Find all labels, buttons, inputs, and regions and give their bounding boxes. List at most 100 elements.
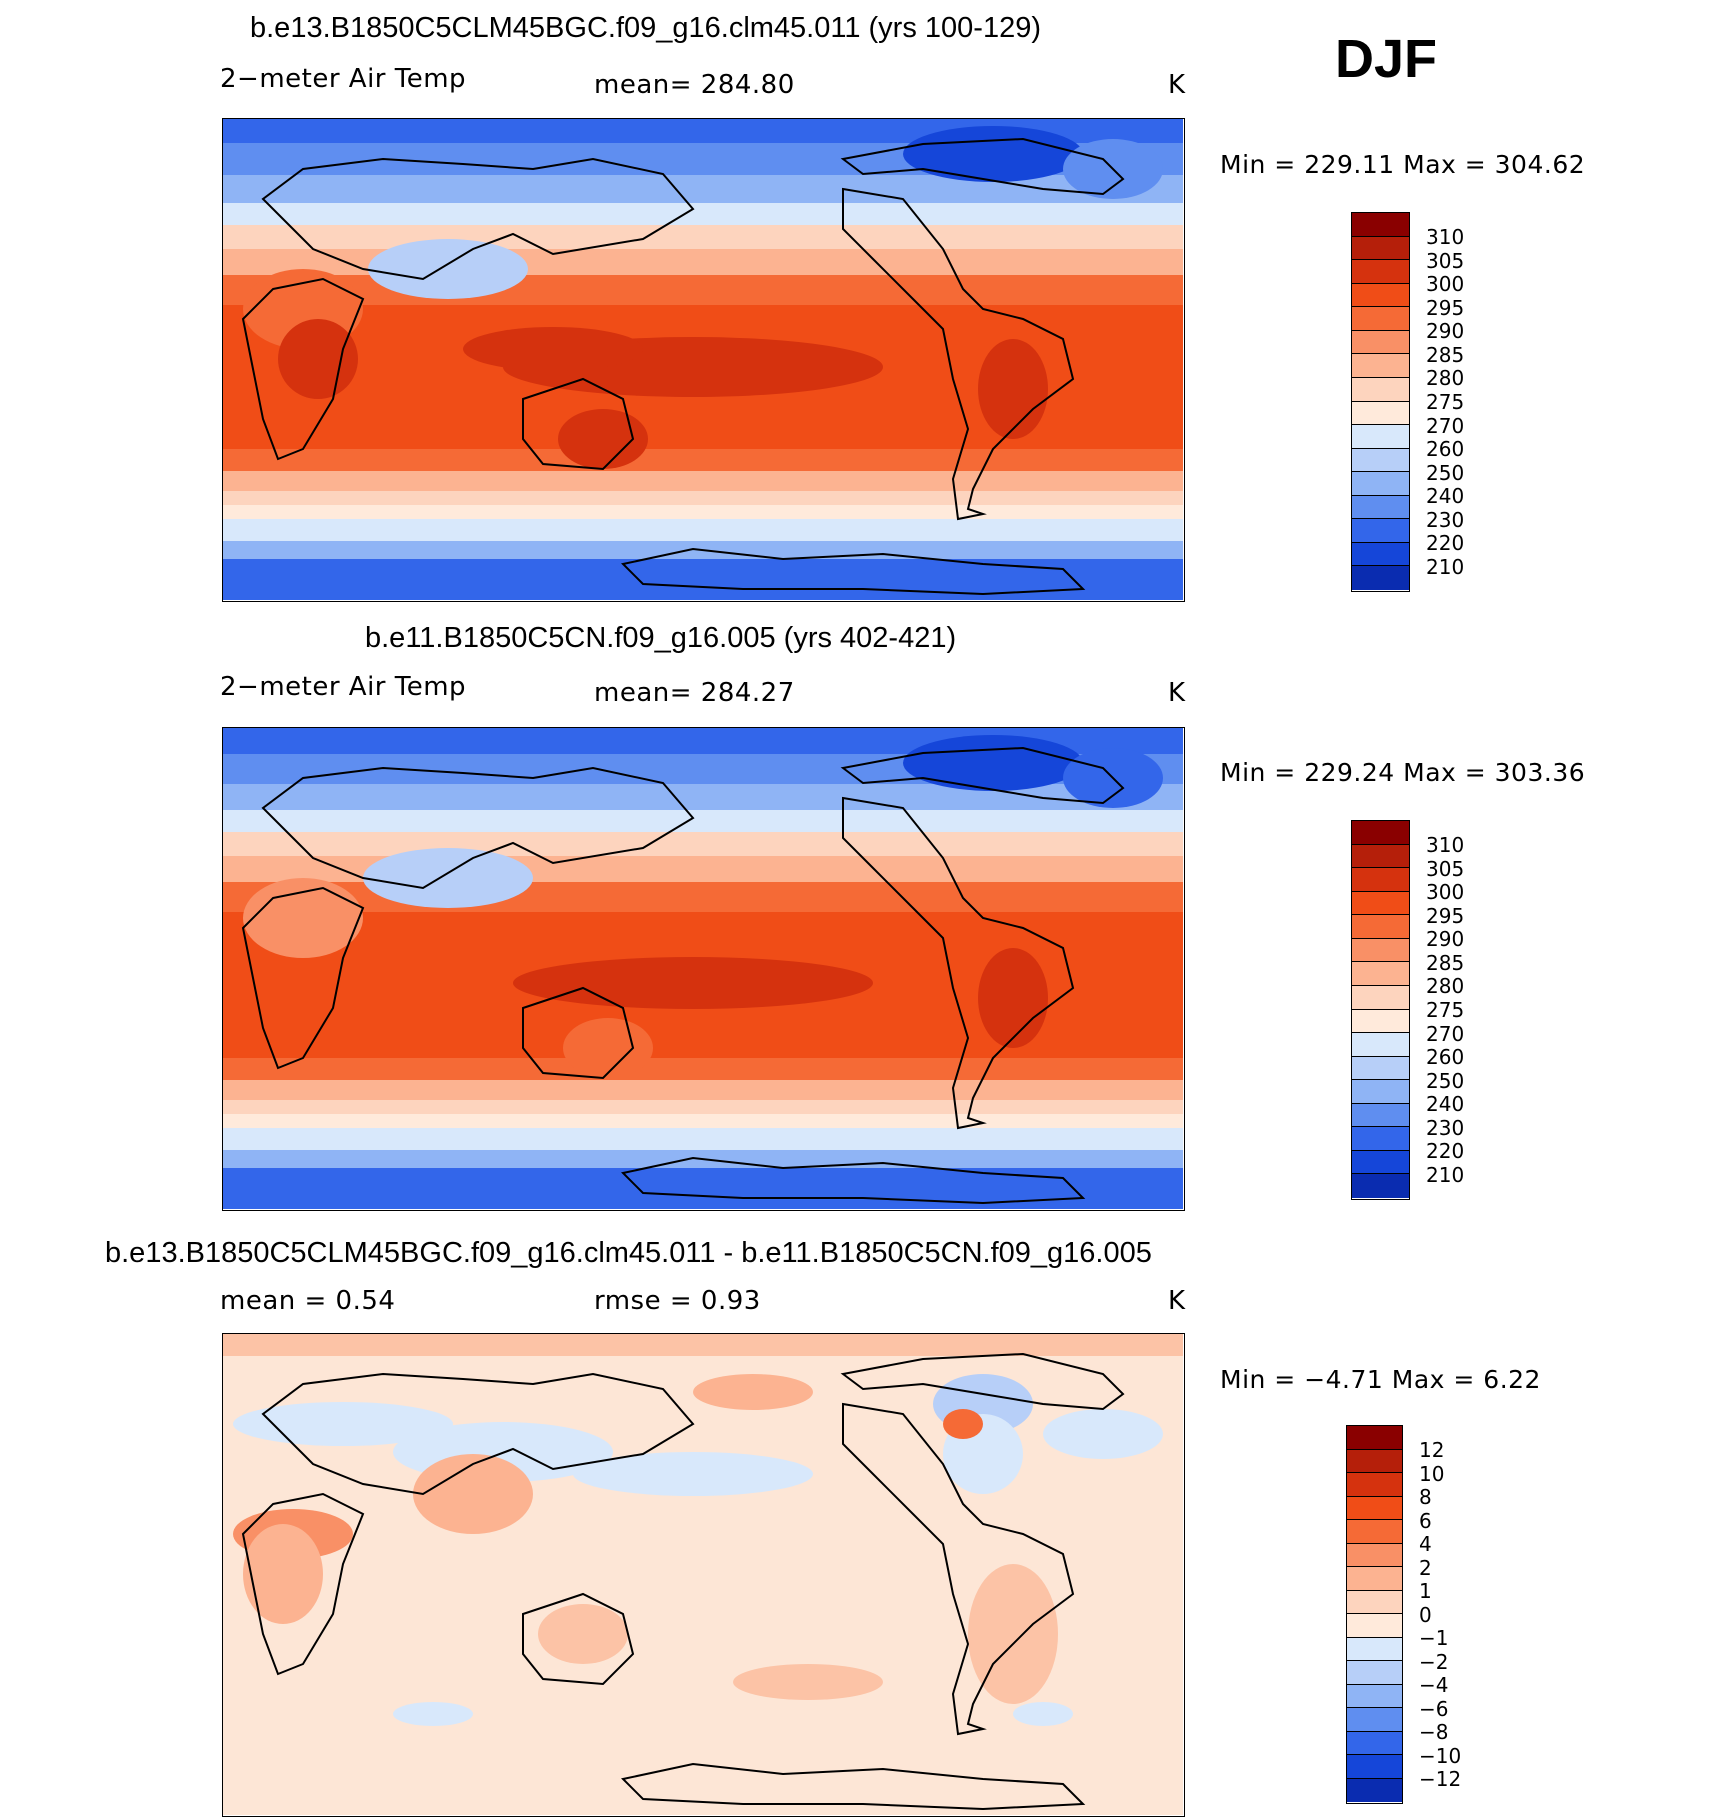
colorbar-tick-label: −12	[1419, 1767, 1462, 1791]
colorbar-swatch	[1347, 1755, 1402, 1779]
colorbar-swatch	[1347, 1496, 1402, 1520]
colorbar-tick-label: 2	[1419, 1555, 1432, 1580]
colorbar-tick-label: 230	[1426, 507, 1465, 532]
panel2-mean: mean= 284.27	[594, 678, 795, 708]
colorbar-swatch	[1352, 1150, 1409, 1175]
colorbar-swatch	[1352, 891, 1409, 916]
panel2-variable: 2−meter Air Temp	[220, 672, 467, 702]
colorbar-swatch	[1347, 1778, 1402, 1802]
colorbar-tick-label: 300	[1426, 272, 1465, 297]
panel2-units: K	[1168, 678, 1186, 708]
colorbar-swatch	[1352, 566, 1409, 590]
colorbar-tick-label: 280	[1426, 974, 1465, 999]
colorbar-swatch	[1352, 1174, 1409, 1198]
colorbar-tick-label: 290	[1426, 319, 1465, 344]
colorbar-swatch	[1347, 1543, 1402, 1567]
colorbar-tick-label: 0	[1419, 1602, 1432, 1627]
colorbar-swatch	[1347, 1731, 1402, 1755]
colorbar-tick-label: 10	[1419, 1461, 1445, 1486]
panel1-map-svg	[223, 119, 1183, 600]
panel3-colorbar	[1346, 1425, 1403, 1804]
colorbar-swatch	[1352, 542, 1409, 567]
colorbar-tick-label: 12	[1419, 1438, 1445, 1462]
colorbar-swatch	[1347, 1684, 1402, 1708]
colorbar-tick-label: 305	[1426, 248, 1465, 273]
panel3-title: b.e13.B1850C5CLM45BGC.f09_g16.clm45.011 …	[105, 1237, 1152, 1269]
colorbar-tick-label: 250	[1426, 460, 1465, 485]
colorbar-tick-label: 260	[1426, 1045, 1465, 1070]
colorbar-swatch	[1347, 1637, 1402, 1661]
panel1-map	[222, 118, 1185, 602]
colorbar-swatch	[1347, 1426, 1402, 1450]
panel3-rmse: rmse = 0.93	[594, 1286, 761, 1316]
colorbar-tick-label: 305	[1426, 856, 1465, 881]
colorbar-tick-label: 210	[1426, 554, 1465, 579]
colorbar-tick-label: 295	[1426, 903, 1465, 928]
colorbar-swatch	[1352, 868, 1409, 892]
colorbar-tick-label: −8	[1419, 1720, 1449, 1744]
colorbar-tick-label: 220	[1426, 531, 1465, 556]
colorbar-swatch	[1352, 821, 1409, 845]
colorbar-swatch	[1352, 377, 1409, 402]
colorbar-tick-label: 275	[1426, 998, 1465, 1022]
colorbar-tick-label: 220	[1426, 1139, 1465, 1164]
panel1-colorbar	[1351, 212, 1410, 592]
colorbar-tick-label: 295	[1426, 295, 1465, 320]
colorbar-swatch	[1352, 1056, 1409, 1081]
colorbar-tick-label: 270	[1426, 413, 1465, 438]
colorbar-swatch	[1347, 1520, 1402, 1544]
colorbar-tick-label: −6	[1419, 1696, 1449, 1721]
colorbar-tick-label: 275	[1426, 390, 1465, 414]
colorbar-swatch	[1352, 425, 1409, 449]
colorbar-tick-label: 310	[1426, 225, 1465, 250]
colorbar-swatch	[1347, 1473, 1402, 1497]
panel2-map-svg	[223, 728, 1183, 1209]
panel2-colorbar	[1351, 820, 1410, 1200]
colorbar-tick-label: 260	[1426, 437, 1465, 462]
colorbar-tick-label: 285	[1426, 342, 1465, 367]
panel2-map	[222, 727, 1185, 1211]
colorbar-tick-label: −1	[1419, 1626, 1449, 1650]
panel3-units: K	[1168, 1286, 1186, 1316]
panel1-minmax: Min = 229.11 Max = 304.62	[1220, 150, 1586, 179]
season-label: DJF	[1335, 29, 1438, 89]
colorbar-tick-label: 240	[1426, 484, 1465, 509]
colorbar-tick-label: 1	[1419, 1579, 1432, 1603]
colorbar-swatch	[1352, 448, 1409, 473]
colorbar-swatch	[1352, 915, 1409, 939]
panel1-units: K	[1168, 70, 1186, 100]
colorbar-swatch	[1352, 330, 1409, 355]
colorbar-swatch	[1352, 472, 1409, 496]
panel2-minmax: Min = 229.24 Max = 303.36	[1220, 758, 1586, 787]
colorbar-swatch	[1352, 844, 1409, 869]
panel3-mean: mean = 0.54	[220, 1286, 396, 1316]
colorbar-tick-label: 270	[1426, 1021, 1465, 1046]
colorbar-swatch	[1347, 1708, 1402, 1732]
colorbar-tick-label: 285	[1426, 950, 1465, 975]
colorbar-swatch	[1352, 354, 1409, 378]
colorbar-tick-label: 300	[1426, 880, 1465, 905]
colorbar-tick-label: 4	[1419, 1532, 1432, 1556]
panel1-title: b.e13.B1850C5CLM45BGC.f09_g16.clm45.011 …	[250, 12, 1041, 44]
colorbar-swatch	[1352, 1080, 1409, 1104]
colorbar-swatch	[1352, 213, 1409, 237]
colorbar-tick-label: 230	[1426, 1115, 1465, 1140]
colorbar-swatch	[1352, 1127, 1409, 1151]
colorbar-swatch	[1352, 401, 1409, 426]
colorbar-swatch	[1347, 1567, 1402, 1591]
colorbar-tick-label: −10	[1419, 1743, 1462, 1768]
colorbar-swatch	[1347, 1661, 1402, 1685]
colorbar-swatch	[1347, 1449, 1402, 1473]
colorbar-tick-label: 250	[1426, 1068, 1465, 1093]
colorbar-swatch	[1352, 495, 1409, 520]
colorbar-swatch	[1352, 236, 1409, 261]
colorbar-tick-label: 290	[1426, 927, 1465, 952]
colorbar-swatch	[1352, 519, 1409, 543]
colorbar-tick-label: 240	[1426, 1092, 1465, 1117]
colorbar-swatch	[1352, 938, 1409, 963]
colorbar-swatch	[1352, 307, 1409, 331]
colorbar-swatch	[1352, 283, 1409, 308]
colorbar-tick-label: 310	[1426, 833, 1465, 858]
panel3-map	[222, 1333, 1185, 1817]
colorbar-swatch	[1352, 1033, 1409, 1057]
